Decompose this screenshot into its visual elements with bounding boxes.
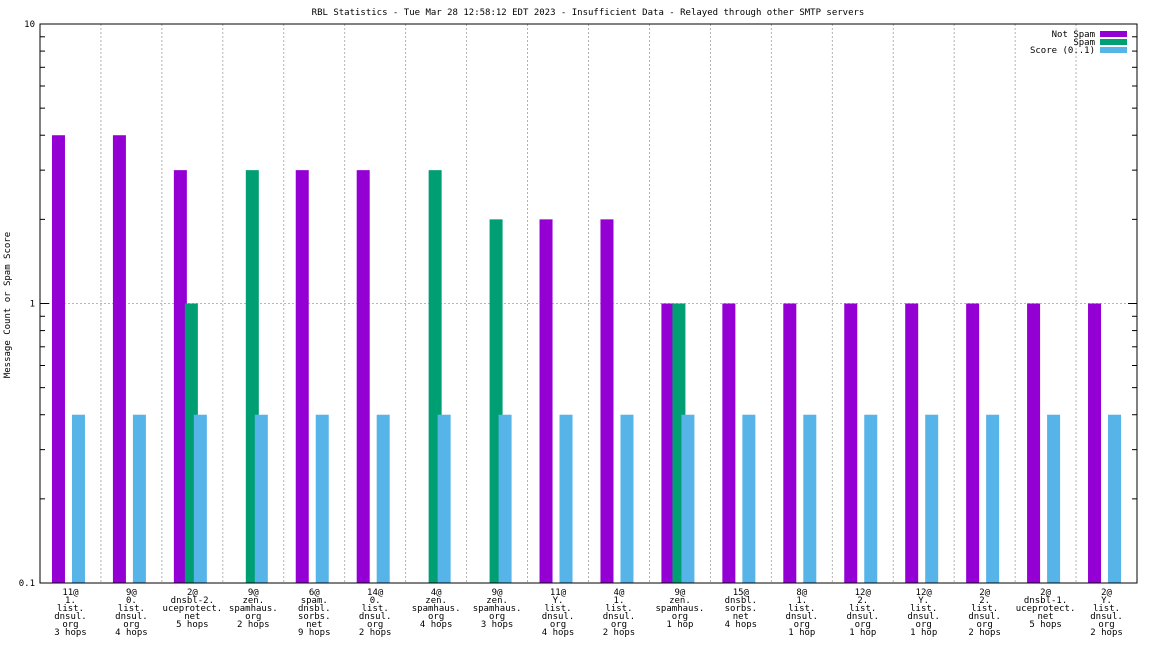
x-tick-label: 11@ 1. list. dnsul. org 3 hops [54, 588, 87, 638]
bar-not-spam [966, 303, 980, 583]
x-tick-label: 9@ zen. spamhaus. org 1 hop [656, 588, 705, 630]
legend-swatch [1100, 39, 1127, 45]
x-tick-label: 9@ 0. list. dnsul. org 4 hops [115, 588, 148, 638]
x-tick-label: 8@ 1. list. dnsul. org 1 hop [786, 588, 819, 638]
legend-label: Spam [1073, 38, 1095, 48]
bar-not-spam [1088, 303, 1102, 583]
bar-not-spam [600, 219, 614, 583]
plot-border [39, 23, 1138, 584]
chart-title: RBL Statistics - Tue Mar 28 12:58:12 EDT… [312, 8, 865, 18]
bar-score-0-1 [132, 414, 146, 583]
bar-score-0-1 [1047, 414, 1061, 583]
bar-score-0-1 [315, 414, 329, 583]
x-tick-label: 14@ 0. list. dnsul. org 2 hops [359, 588, 392, 638]
y-tick-label: 0.1 [19, 579, 35, 589]
bar-not-spam [905, 303, 919, 583]
bar-not-spam [783, 303, 797, 583]
bars [51, 135, 1122, 584]
bar-score-0-1 [193, 414, 207, 583]
bar-score-0-1 [864, 414, 878, 583]
grid-lines [40, 24, 1137, 583]
x-tick-label: 11@ Y. list. dnsul. org 4 hops [542, 588, 575, 638]
x-tick-label: 6@ spam. dnsbl. sorbs. net 9 hops [298, 588, 331, 638]
legend-swatch [1100, 47, 1127, 53]
bar-score-0-1 [376, 414, 390, 583]
bar-score-0-1 [254, 414, 268, 583]
bar-not-spam [112, 135, 126, 583]
bar-not-spam [722, 303, 736, 583]
x-tick-label: 2@ dnsbl-1. uceprotect. net 5 hops [1016, 588, 1076, 630]
x-tick-label: 9@ zen. spamhaus. org 2 hops [229, 588, 278, 630]
bar-score-0-1 [620, 414, 634, 583]
bar-not-spam [356, 170, 370, 584]
bar-score-0-1 [71, 414, 85, 583]
bar-score-0-1 [437, 414, 451, 583]
x-tick-label: 2@ Y. list. dnsul. org 2 hops [1090, 588, 1123, 638]
x-tick-label: 12@ 2. list. dnsul. org 1 hop [846, 588, 879, 638]
x-tick-label: 9@ zen. spamhaus. org 3 hops [473, 588, 522, 630]
x-tick-label: 4@ 1. list. dnsul. org 2 hops [603, 588, 636, 638]
legend-label: Not Spam [1052, 30, 1095, 40]
bar-not-spam [173, 170, 187, 584]
legend-label: Score (0..1) [1030, 46, 1095, 56]
x-tick-label: 2@ dnsbl-2. uceprotect. net 5 hops [163, 588, 223, 630]
bar-score-0-1 [498, 414, 512, 583]
bar-score-0-1 [559, 414, 573, 583]
bar-not-spam [844, 303, 858, 583]
y-tick-label: 10 [24, 20, 35, 30]
x-tick-label: 15@ dnsbl. sorbs. net 4 hops [725, 588, 758, 630]
bar-score-0-1 [986, 414, 1000, 583]
bar-score-0-1 [803, 414, 817, 583]
bar-not-spam [661, 303, 675, 583]
x-tick-label: 12@ Y. list. dnsul. org 1 hop [907, 588, 940, 638]
bar-score-0-1 [681, 414, 695, 583]
axes: 0.1 1 10 11@ 1. list. dnsul. org 3 hops 9@ 0. list.… [19, 20, 1138, 638]
bar-not-spam [539, 219, 553, 583]
bar-score-0-1 [925, 414, 939, 583]
bar-not-spam [51, 135, 65, 583]
y-tick-label: 1 [30, 300, 35, 310]
bar-not-spam [1027, 303, 1041, 583]
bar-score-0-1 [1108, 414, 1122, 583]
y-axis-label: Message Count or Spam Score [3, 232, 13, 378]
bar-score-0-1 [742, 414, 756, 583]
bar-not-spam [295, 170, 309, 584]
legend-swatch [1100, 31, 1127, 37]
x-tick-label: 4@ zen. spamhaus. org 4 hops [412, 588, 461, 630]
x-tick-label: 2@ 2. list. dnsul. org 2 hops [968, 588, 1001, 638]
